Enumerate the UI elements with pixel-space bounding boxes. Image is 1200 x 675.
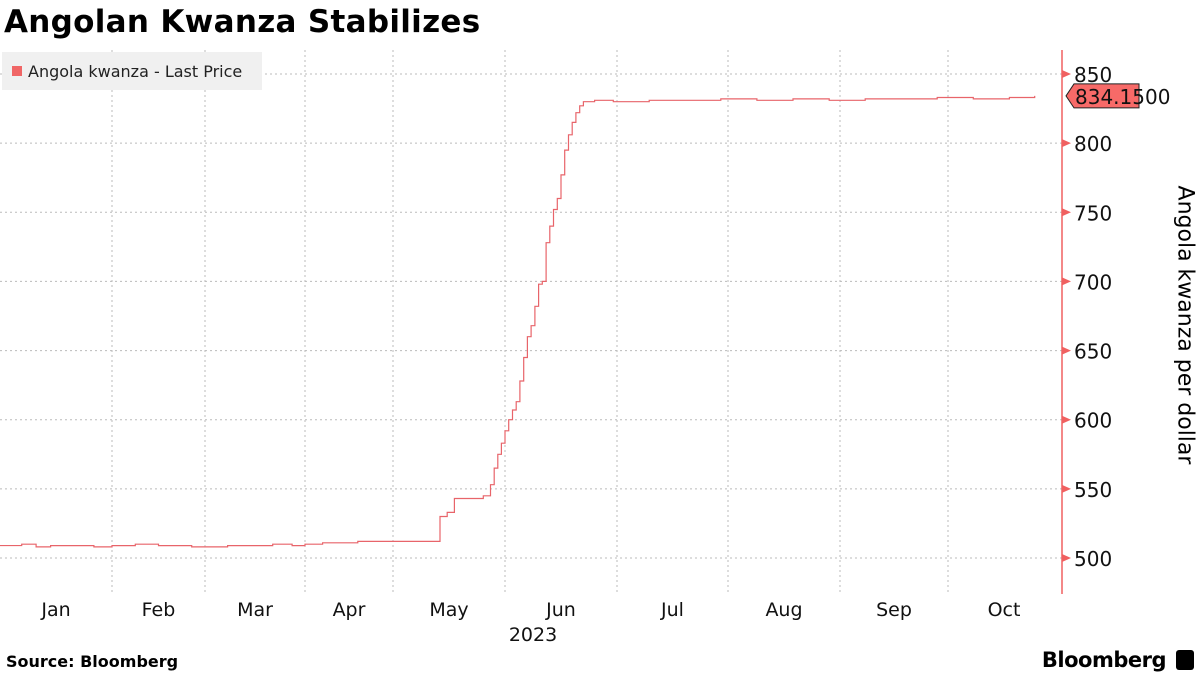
x-tick-label: Oct xyxy=(988,599,1021,621)
source-note: Source: Bloomberg xyxy=(6,652,179,671)
last-value-badge xyxy=(1065,83,1140,109)
y-tick-mark xyxy=(1062,277,1071,286)
bloomberg-logo-icon xyxy=(1176,650,1194,670)
x-tick-label: Mar xyxy=(237,599,273,621)
x-tick-label: Sep xyxy=(876,599,912,621)
y-tick-label: 700 xyxy=(1074,270,1112,294)
y-tick-mark xyxy=(1062,554,1071,562)
y-tick-mark xyxy=(1062,484,1071,493)
x-tick-label: Aug xyxy=(765,599,802,621)
y-axis-label: Angola kwanza per dollar xyxy=(1172,185,1198,465)
y-tick-label: 800 xyxy=(1074,132,1112,156)
chart-title: Angolan Kwanza Stabilizes xyxy=(4,4,481,40)
x-year-label: 2023 xyxy=(509,624,557,646)
bloomberg-logo: Bloomberg xyxy=(1041,648,1167,672)
x-tick-label: May xyxy=(429,599,468,621)
y-tick-mark xyxy=(1062,415,1071,424)
y-tick-label: 750 xyxy=(1074,201,1112,225)
x-tick-label: Feb xyxy=(142,599,176,621)
legend-label: Angola kwanza - Last Price xyxy=(28,61,243,81)
legend-swatch xyxy=(12,66,22,76)
y-tick-label: 550 xyxy=(1074,478,1112,502)
y-tick-label: 650 xyxy=(1074,340,1112,364)
x-tick-label: Jan xyxy=(40,599,70,621)
y-tick-mark xyxy=(1062,70,1071,78)
y-tick-label: 600 xyxy=(1074,409,1112,433)
y-tick-mark xyxy=(1062,208,1071,217)
x-tick-label: Apr xyxy=(333,599,366,621)
legend: Angola kwanza - Last Price xyxy=(2,52,262,90)
y-tick-mark xyxy=(1062,346,1071,355)
x-tick-label: Jul xyxy=(660,599,684,621)
y-tick-label: 500 xyxy=(1074,547,1112,571)
last-value-label: 834.1500 xyxy=(1075,85,1170,109)
y-tick-mark xyxy=(1062,139,1071,148)
y-tick-label: 850 xyxy=(1074,63,1112,87)
x-tick-label: Jun xyxy=(545,599,576,621)
series-line xyxy=(0,95,1036,548)
